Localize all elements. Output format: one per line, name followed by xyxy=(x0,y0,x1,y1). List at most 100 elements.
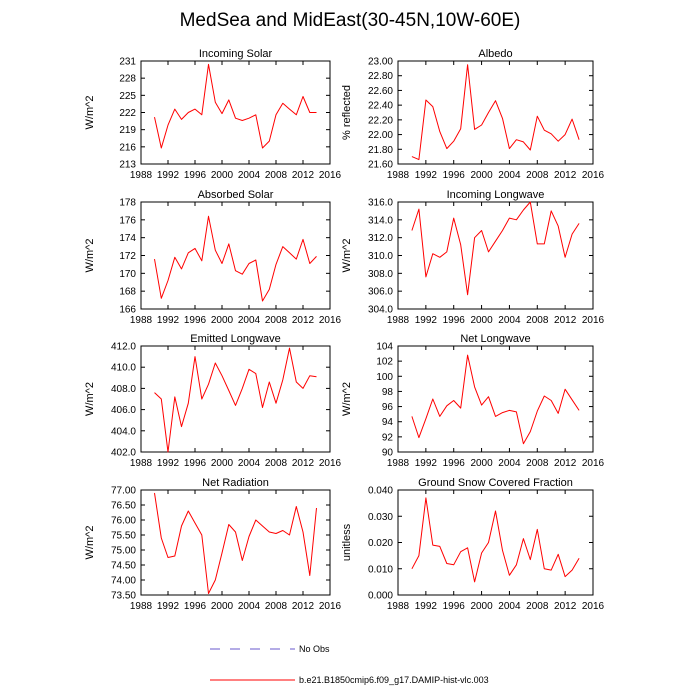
panel-title: Albedo xyxy=(478,48,512,60)
x-tick-label: 2004 xyxy=(238,601,261,612)
x-tick-label: 2008 xyxy=(526,458,549,469)
y-tick-label: 172 xyxy=(119,251,136,262)
panel-title: Emitted Longwave xyxy=(190,333,281,345)
series-line xyxy=(411,497,580,583)
x-tick-label: 1996 xyxy=(184,601,207,612)
x-tick-label: 2004 xyxy=(498,458,521,469)
y-tick-label: 306.0 xyxy=(368,287,393,298)
series-line xyxy=(411,64,580,161)
y-tick-label: 21.80 xyxy=(368,145,393,156)
x-tick-label: 1996 xyxy=(443,170,466,181)
x-tick-label: 2004 xyxy=(498,170,521,181)
x-tick-label: 2012 xyxy=(554,601,577,612)
x-tick-label: 2000 xyxy=(211,170,234,181)
y-tick-label: 21.60 xyxy=(368,160,393,171)
x-tick-label: 2012 xyxy=(292,458,315,469)
panel-title: Incoming Longwave xyxy=(447,189,545,201)
y-tick-label: 104 xyxy=(376,342,393,353)
y-tick-label: 314.0 xyxy=(368,215,393,226)
y-tick-label: 22.40 xyxy=(368,101,393,112)
y-tick-label: 0.010 xyxy=(368,564,393,575)
y-tick-label: 216 xyxy=(119,142,136,153)
y-tick-label: 76.00 xyxy=(111,516,136,527)
chart-panel: Absorbed Solar W/m^2 1988 1992 1996 2000 2004 2… xyxy=(84,189,342,326)
y-tick-label: 76.50 xyxy=(111,501,136,512)
x-tick-label: 2008 xyxy=(265,601,288,612)
plot-frame xyxy=(397,201,594,310)
y-tick-label: 174 xyxy=(119,233,136,244)
x-tick-label: 1992 xyxy=(415,170,438,181)
y-tick-label: 75.50 xyxy=(111,531,136,542)
plot-frame xyxy=(140,345,331,453)
panel-title: Absorbed Solar xyxy=(198,189,274,201)
x-tick-label: 2008 xyxy=(265,170,288,181)
x-tick-label: 2008 xyxy=(526,601,549,612)
x-tick-label: 2012 xyxy=(554,170,577,181)
chart-panel: Albedo % reflected 1988 1992 1996 2000 2004 200… xyxy=(341,48,605,181)
x-tick-label: 2004 xyxy=(238,170,261,181)
x-tick-label: 2008 xyxy=(265,458,288,469)
x-tick-label: 2016 xyxy=(582,170,605,181)
y-tick-label: 77.00 xyxy=(111,486,136,497)
legend: No Obs b.e21.B1850cmip6.f09_g17.DAMIP-hi… xyxy=(210,644,489,685)
y-tick-label: 94 xyxy=(382,417,394,428)
x-tick-label: 2000 xyxy=(470,601,493,612)
y-tick-label: 102 xyxy=(376,357,393,368)
x-tick-label: 1996 xyxy=(443,601,466,612)
x-tick-label: 1992 xyxy=(157,170,180,181)
x-tick-label: 1992 xyxy=(157,458,180,469)
x-tick-label: 2004 xyxy=(498,601,521,612)
x-tick-label: 1992 xyxy=(415,315,438,326)
y-tick-label: 213 xyxy=(119,160,136,171)
x-tick-label: 1988 xyxy=(130,170,153,181)
x-tick-label: 2000 xyxy=(470,315,493,326)
y-tick-label: 410.0 xyxy=(111,363,136,374)
y-tick-label: 73.50 xyxy=(111,591,136,602)
x-tick-label: 1992 xyxy=(415,458,438,469)
panel-title: Incoming Solar xyxy=(199,48,273,60)
y-tick-label: 219 xyxy=(119,125,136,136)
y-axis-label: W/m^2 xyxy=(84,239,96,273)
x-tick-label: 2008 xyxy=(526,315,549,326)
y-tick-label: 92 xyxy=(382,432,394,443)
y-tick-label: 308.0 xyxy=(368,269,393,280)
x-tick-label: 2004 xyxy=(238,458,261,469)
x-tick-label: 1988 xyxy=(130,601,153,612)
panel-title: Net Longwave xyxy=(460,333,530,345)
y-tick-label: 22.60 xyxy=(368,86,393,97)
x-tick-label: 1988 xyxy=(387,315,410,326)
x-tick-label: 2016 xyxy=(319,170,342,181)
y-tick-label: 23.00 xyxy=(368,57,393,68)
plot-frame xyxy=(140,489,331,596)
series-line xyxy=(154,215,317,302)
x-tick-label: 2016 xyxy=(582,601,605,612)
chart-panel: Net Radiation W/m^2 1988 1992 1996 2000 2004 20… xyxy=(84,477,342,612)
panel-title: Ground Snow Covered Fraction xyxy=(418,477,573,489)
chart-panel: Incoming Longwave W/m^2 1988 1992 1996 2000 20… xyxy=(341,189,605,326)
y-axis-label: W/m^2 xyxy=(84,382,96,416)
y-tick-label: 98 xyxy=(382,387,394,398)
y-tick-label: 178 xyxy=(119,198,136,209)
y-tick-label: 0.030 xyxy=(368,512,393,523)
y-tick-label: 170 xyxy=(119,269,136,280)
x-tick-label: 2000 xyxy=(211,458,234,469)
legend-model-label: b.e21.B1850cmip6.f09_g17.DAMIP-hist-vlc.… xyxy=(299,675,489,685)
x-tick-label: 2016 xyxy=(319,601,342,612)
chart-main-title: MedSea and MidEast(30-45N,10W-60E) xyxy=(179,10,521,31)
x-tick-label: 1996 xyxy=(184,315,207,326)
x-tick-label: 2000 xyxy=(470,458,493,469)
y-tick-label: 412.0 xyxy=(111,342,136,353)
y-tick-label: 22.20 xyxy=(368,115,393,126)
x-tick-label: 2012 xyxy=(554,315,577,326)
plot-frame xyxy=(140,60,331,165)
y-axis-label: W/m^2 xyxy=(341,382,353,416)
series-line xyxy=(154,347,317,453)
y-axis-label: % reflected xyxy=(341,85,353,140)
y-tick-label: 222 xyxy=(119,108,136,119)
x-tick-label: 2012 xyxy=(554,458,577,469)
chart-panel: Emitted Longwave W/m^2 1988 1992 1996 2000 200… xyxy=(84,333,342,469)
x-tick-label: 1992 xyxy=(157,315,180,326)
y-tick-label: 312.0 xyxy=(368,233,393,244)
x-tick-label: 1988 xyxy=(387,601,410,612)
x-tick-label: 1996 xyxy=(184,458,207,469)
